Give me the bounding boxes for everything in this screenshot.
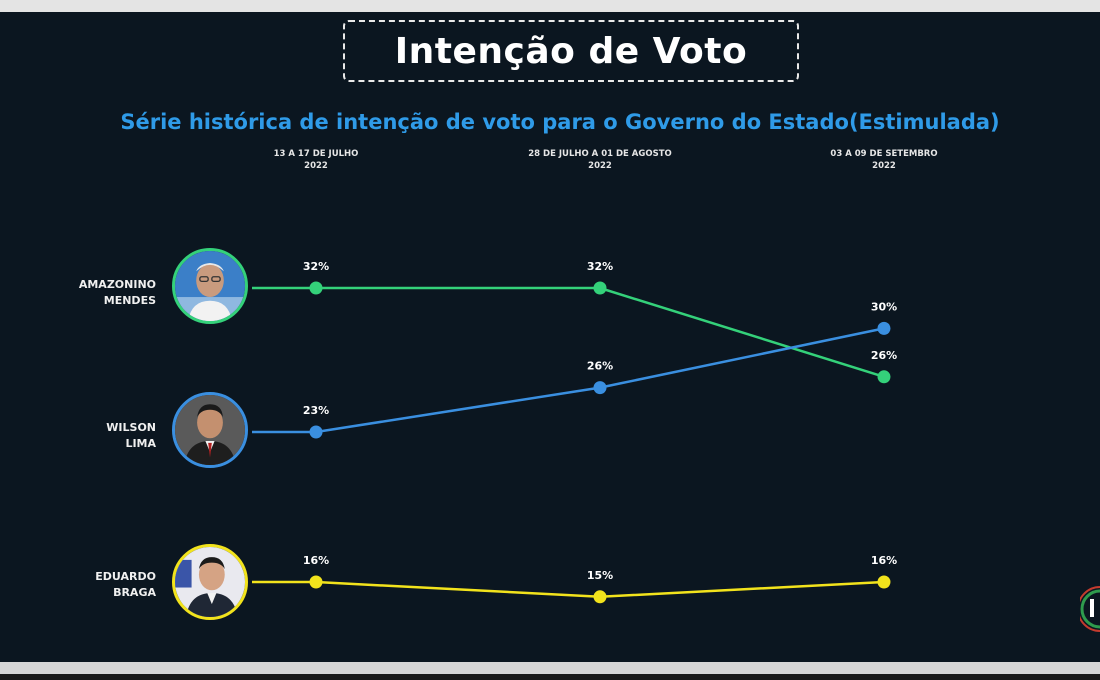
data-point-s2-1 [309,425,323,439]
data-point-s2-2 [593,381,607,395]
series-line-1 [252,286,885,378]
candidate-3-first: EDUARDO [95,570,156,583]
bottom-bar [0,674,1100,680]
data-label-s3-2: 15% [587,569,613,582]
period-1-year: 2022 [304,161,328,171]
data-point-s1-1 [309,281,323,295]
data-label-s1-3: 26% [871,349,897,362]
data-label-s1-2: 32% [587,260,613,273]
candidate-2-last: LIMA [125,437,156,450]
channel-logo-icon [1080,575,1100,645]
data-label-s3-1: 16% [303,554,329,567]
page-title: Intenção de Voto [394,30,748,72]
data-point-s3-2 [593,590,607,604]
data-point-s2-3 [877,321,891,335]
portrait-wilson-icon [172,392,248,468]
chart-subtitle: Série histórica de intenção de voto para… [120,110,1000,134]
candidate-3-last: BRAGA [113,586,156,599]
period-header-1: 13 A 17 DE JULHO 2022 [196,148,436,172]
candidate-label-eduardo: EDUARDO BRAGA [36,569,156,601]
data-point-s1-2 [593,281,607,295]
data-label-s2-1: 23% [303,404,329,417]
period-2-label: 28 DE JULHO A 01 DE AGOSTO [528,149,672,159]
top-strip [0,0,1100,12]
portrait-amazonino-icon [172,248,248,324]
period-3-label: 03 A 09 DE SETEMBRO [830,149,938,159]
data-label-s1-1: 32% [303,260,329,273]
period-2-year: 2022 [588,161,612,171]
series-line-2 [252,327,885,434]
data-point-s3-1 [309,575,323,589]
candidate-2-first: WILSON [106,421,156,434]
candidate-1-last: MENDES [103,294,156,307]
data-point-s3-3 [877,575,891,589]
data-label-s3-3: 16% [871,554,897,567]
title-box: Intenção de Voto [343,20,799,82]
candidate-label-wilson: WILSON LIMA [36,420,156,452]
period-3-year: 2022 [872,161,896,171]
period-header-2: 28 DE JULHO A 01 DE AGOSTO 2022 [480,148,720,172]
period-header-3: 03 A 09 DE SETEMBRO 2022 [764,148,1004,172]
data-label-s2-3: 30% [871,300,897,313]
data-label-s2-2: 26% [587,360,613,373]
period-1-label: 13 A 17 DE JULHO [273,149,359,159]
portrait-eduardo-icon [172,544,248,620]
candidate-label-amazonino: AMAZONINO MENDES [36,277,156,309]
candidate-1-first: AMAZONINO [78,278,156,291]
series-line-3 [252,580,885,599]
data-point-s1-3 [877,370,891,384]
